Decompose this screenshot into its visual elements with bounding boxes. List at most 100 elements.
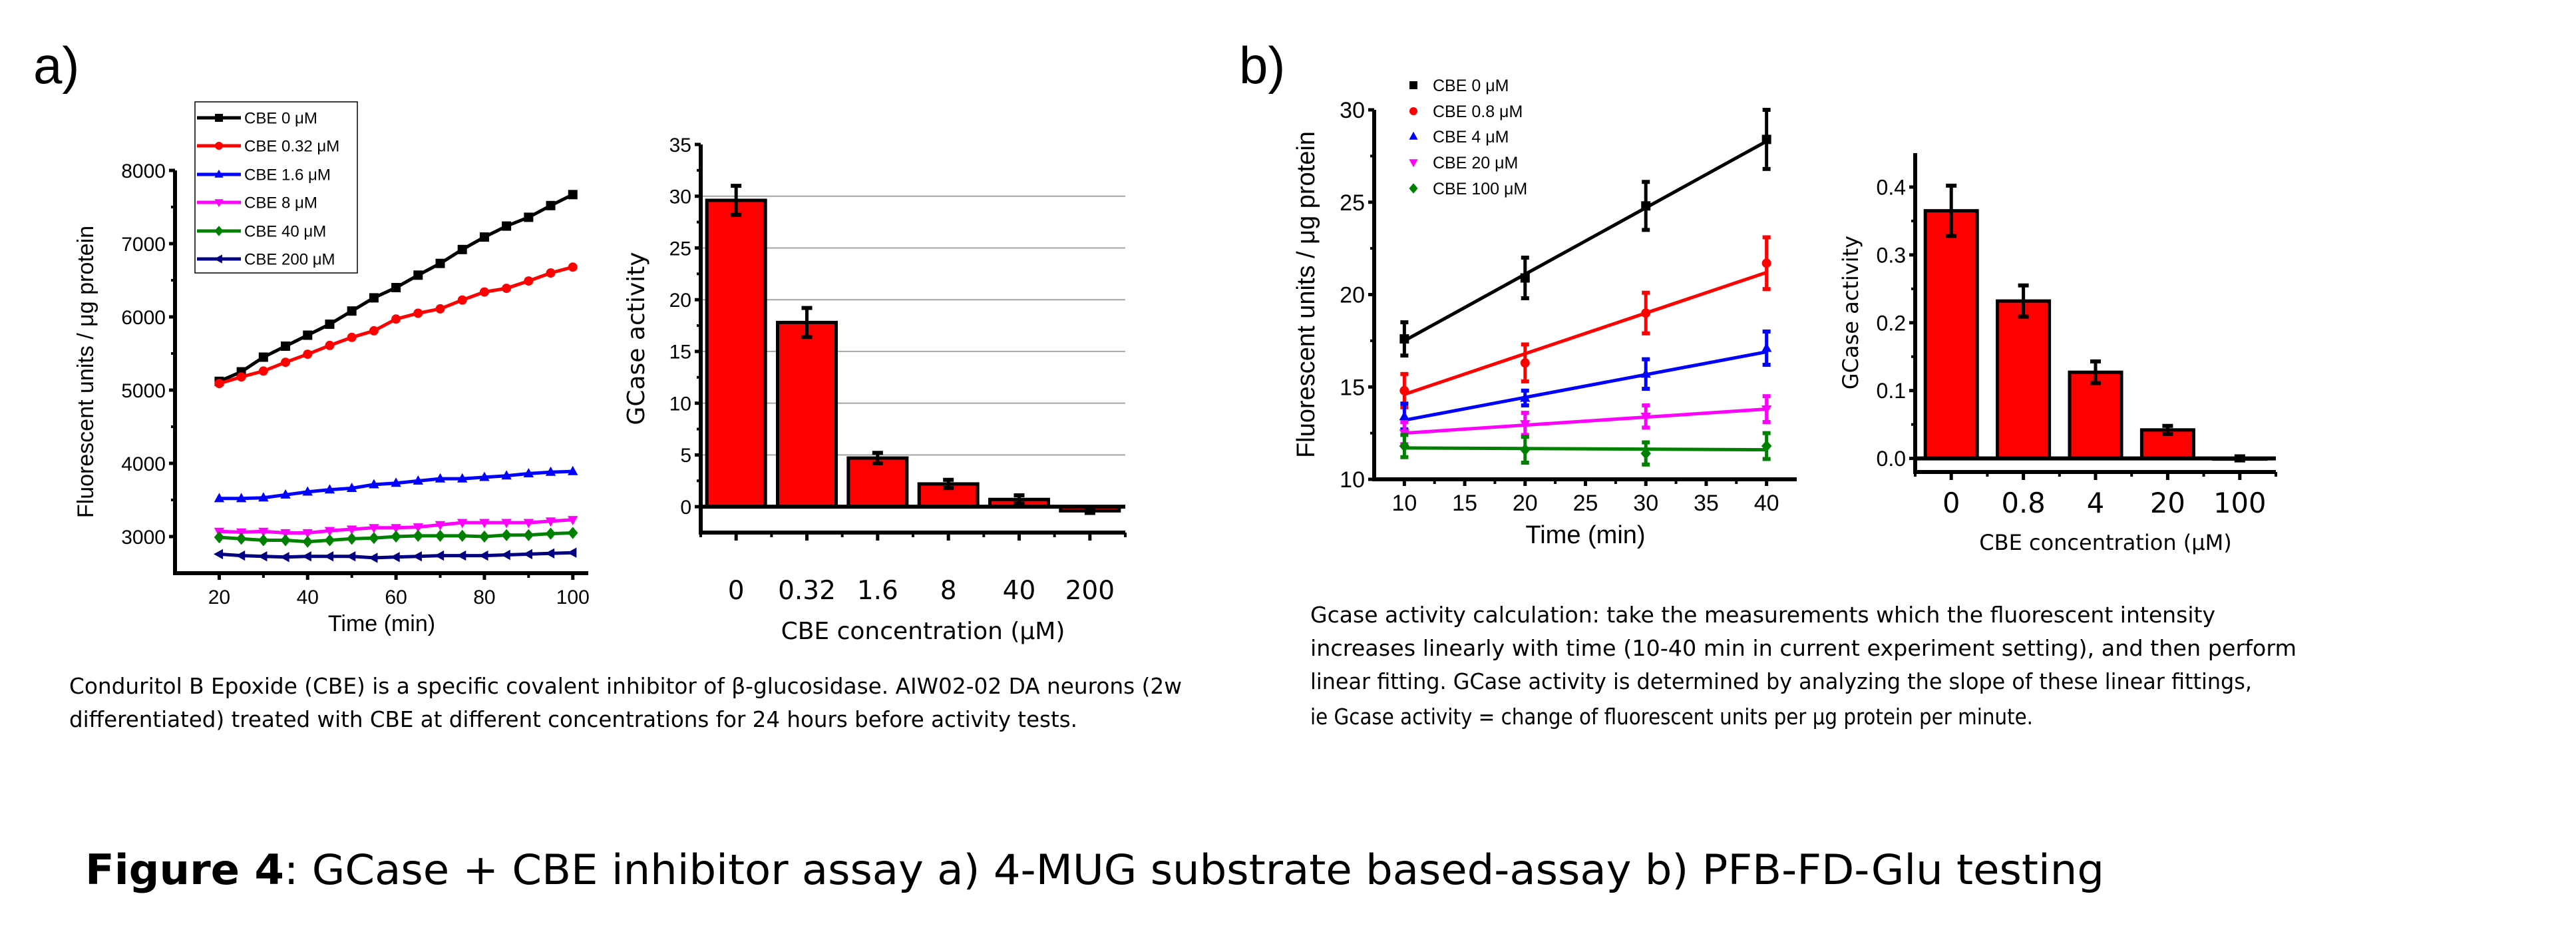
x-tick-label: 40 <box>1003 576 1036 606</box>
data-point <box>523 468 534 477</box>
x-tick-label: 35 <box>1694 491 1719 516</box>
fit-line <box>1404 446 1767 452</box>
series-3 <box>1399 394 1772 447</box>
y-tick-label: 20 <box>669 290 691 312</box>
y-tick-label: 25 <box>1340 190 1365 216</box>
y-tick-label: 4000 <box>121 453 166 475</box>
legend-label: CBE 0 μM <box>1433 77 1509 95</box>
data-point <box>1399 385 1409 395</box>
y-axis-title: GCase activity <box>623 252 650 425</box>
data-point <box>281 357 291 367</box>
data-point <box>390 552 400 563</box>
data-point <box>1520 392 1531 402</box>
data-point <box>391 314 401 324</box>
fit-line <box>1403 270 1767 396</box>
chart-1: 0 5 10 15 20 25 30 35 GCase activity CBE concentr… <box>623 134 1127 645</box>
x-tick-label: 60 <box>385 586 407 608</box>
series-2 <box>214 465 578 503</box>
y-tick-label: 0.2 <box>1877 311 1906 335</box>
legend-marker <box>215 142 223 150</box>
legend-item: CBE 20 μM <box>1409 154 1518 172</box>
data-point <box>1761 134 1771 144</box>
bar <box>776 320 838 509</box>
legend-label: CBE 1.6 μM <box>244 166 331 184</box>
legend-marker <box>214 169 224 178</box>
legend-item: CBE 0.8 μM <box>1409 103 1523 121</box>
legend-marker <box>214 226 224 236</box>
data-point <box>457 295 467 305</box>
y-tick-label: 0.1 <box>1877 379 1906 403</box>
legend-item: CBE 1.6 μM <box>197 166 331 184</box>
caption-b: Gcase activity calculation: take the mea… <box>1310 602 2297 730</box>
series-1 <box>1399 235 1771 409</box>
x-tick-label: 20 <box>2150 487 2185 519</box>
x-tick-label: 0 <box>728 576 745 606</box>
bar <box>846 456 909 509</box>
data-point <box>1761 405 1772 415</box>
bar <box>1923 209 1979 461</box>
y-tick-label: 30 <box>669 186 691 208</box>
legend-item: CBE 4 μM <box>1409 128 1509 146</box>
data-point <box>368 553 378 563</box>
data-point <box>301 551 311 562</box>
legend-label: CBE 200 μM <box>244 251 335 269</box>
y-axis-title: GCase activity <box>1838 236 1863 389</box>
y-tick-label: 0.4 <box>1877 175 1906 199</box>
y-tick-label: 25 <box>669 238 691 260</box>
x-tick-label: 0.32 <box>778 576 836 606</box>
y-tick-label: 15 <box>669 342 691 363</box>
data-point <box>522 549 532 560</box>
data-point <box>523 519 534 529</box>
data-point <box>479 471 490 481</box>
data-point <box>479 287 489 297</box>
series-4 <box>214 527 578 548</box>
data-point <box>568 465 578 475</box>
y-tick-label: 6000 <box>121 307 166 329</box>
data-point <box>546 200 556 210</box>
legend-label: CBE 20 μM <box>1433 154 1518 172</box>
x-tick-label: 0.8 <box>2002 487 2046 519</box>
panel-label-a: a) <box>33 36 79 95</box>
legend-item: CBE 0 μM <box>1409 77 1509 95</box>
data-point <box>413 523 423 533</box>
data-point <box>303 349 313 359</box>
legend-label: CBE 8 μM <box>244 194 317 212</box>
data-point <box>346 551 356 562</box>
data-point <box>1640 368 1651 378</box>
chart-3: 0.0 0.1 0.2 0.3 0.4 GCase activity CBE concent… <box>1838 153 2277 555</box>
data-point <box>545 548 555 559</box>
legend-label: CBE 100 μM <box>1433 180 1527 198</box>
data-point <box>567 547 577 558</box>
y-tick-label: 35 <box>669 134 691 156</box>
data-point <box>391 530 401 543</box>
data-point <box>413 529 423 542</box>
chart-0: 3000 4000 5000 6000 7000 8000 Fluorescent unit… <box>73 101 590 636</box>
series-0 <box>1399 108 1771 358</box>
data-point <box>501 529 512 541</box>
data-point <box>236 372 246 382</box>
data-point <box>1520 358 1530 368</box>
legend-marker <box>1409 159 1418 168</box>
y-tick-label: 10 <box>669 393 691 415</box>
data-point <box>391 477 401 487</box>
data-point <box>412 551 422 562</box>
data-point <box>413 475 423 485</box>
data-point <box>258 492 269 502</box>
data-point <box>369 479 379 489</box>
y-tick-label: 5 <box>680 445 691 467</box>
data-point <box>369 532 379 545</box>
data-point <box>280 534 291 547</box>
y-tick-label: 0.0 <box>1877 447 1906 471</box>
series-4 <box>1399 431 1772 467</box>
legend-label: CBE 0 μM <box>244 110 317 128</box>
data-point <box>1399 334 1409 344</box>
caption-b-line: ie Gcase activity = change of fluorescen… <box>1310 704 2033 730</box>
y-tick-label: 15 <box>1340 375 1365 400</box>
data-point <box>1520 443 1531 456</box>
data-point <box>324 484 335 494</box>
caption-b-line: Gcase activity calculation: take the mea… <box>1310 602 2215 628</box>
x-tick-label: 200 <box>1065 576 1115 606</box>
x-tick-label: 100 <box>2213 487 2266 519</box>
series-5 <box>214 547 577 563</box>
